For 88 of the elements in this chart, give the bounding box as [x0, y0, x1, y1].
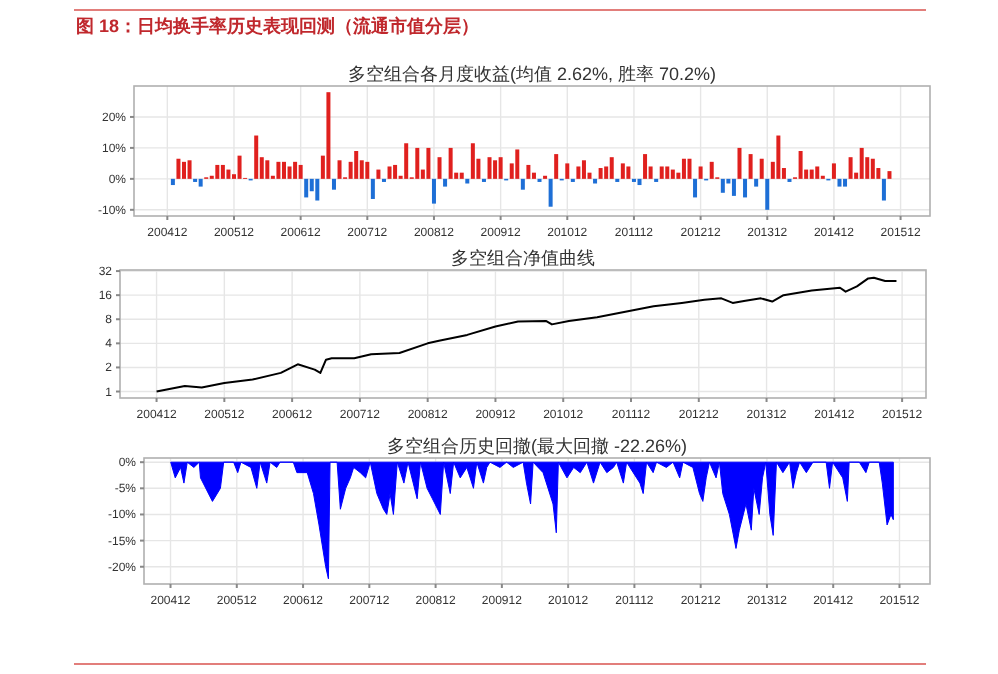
bar: [665, 166, 670, 179]
bar: [720, 178, 725, 193]
bar: [515, 149, 520, 179]
bar: [831, 163, 836, 179]
bar: [870, 158, 875, 179]
bar: [226, 169, 231, 179]
bar: [393, 164, 398, 179]
bar: [293, 161, 298, 179]
bar: [315, 178, 320, 201]
bar: [554, 154, 559, 179]
bar: [520, 178, 525, 190]
bar: [281, 161, 286, 179]
chart-title: 多空组合各月度收益(均值 2.62%, 胜率 70.2%): [347, 64, 717, 84]
bar: [304, 178, 309, 198]
bar: [220, 164, 225, 179]
bar: [754, 178, 759, 187]
bar: [637, 178, 642, 186]
bar: [415, 147, 420, 179]
bar: [431, 178, 436, 204]
bar: [265, 160, 270, 179]
bar: [215, 164, 220, 179]
chart-title: 多空组合净值曲线: [451, 248, 595, 268]
bar: [531, 172, 536, 179]
bar: [426, 147, 431, 179]
bar: [737, 147, 742, 179]
bar: [593, 178, 598, 184]
bar: [459, 172, 464, 179]
caption: 图 18：日均换手率历史表现回测（流通市值分层）: [76, 16, 480, 36]
bar: [881, 178, 886, 201]
bar: [331, 178, 336, 190]
bar: [565, 163, 570, 179]
bar: [798, 151, 803, 179]
bar: [526, 164, 531, 179]
chart-title: 多空组合历史回撤(最大回撤 -22.26%): [386, 436, 688, 456]
bar: [681, 158, 686, 179]
bar: [487, 157, 492, 179]
bar: [404, 143, 409, 179]
bar: [437, 157, 442, 179]
bar: [170, 178, 175, 186]
bar: [609, 157, 614, 179]
bar: [843, 178, 848, 187]
bar: [837, 178, 842, 187]
bar: [759, 158, 764, 179]
bar: [731, 178, 736, 196]
bar: [670, 169, 675, 179]
bar: [809, 169, 814, 179]
bar: [287, 166, 292, 179]
bar: [581, 160, 586, 179]
bar: [176, 158, 181, 179]
bar: [465, 178, 470, 184]
bar: [376, 169, 381, 179]
bar: [848, 157, 853, 179]
bar: [748, 154, 753, 179]
bar: [354, 151, 359, 179]
bar: [887, 171, 892, 179]
bar: [815, 166, 820, 179]
bar: [443, 178, 448, 187]
bar: [470, 143, 475, 179]
bar: [276, 161, 281, 179]
bar: [326, 92, 331, 179]
bar: [498, 157, 503, 179]
bar: [743, 178, 748, 198]
bar: [859, 147, 864, 179]
bar: [548, 178, 553, 207]
bar: [698, 166, 703, 179]
bar: [626, 166, 631, 179]
bar: [365, 161, 370, 179]
bar: [709, 161, 714, 179]
bar: [337, 160, 342, 179]
bar: [187, 160, 192, 179]
bar: [387, 166, 392, 179]
bar: [298, 164, 303, 179]
bar: [620, 163, 625, 179]
bar: [693, 178, 698, 198]
bar: [776, 135, 781, 179]
bar: [659, 166, 664, 179]
bar: [643, 154, 648, 179]
bar: [198, 178, 203, 187]
bar: [181, 161, 186, 179]
bar: [448, 147, 453, 179]
bar: [237, 155, 242, 179]
bar: [598, 168, 603, 179]
bar: [687, 158, 692, 179]
bar: [576, 166, 581, 179]
line-series: [155, 276, 898, 393]
bar: [493, 160, 498, 179]
bar: [765, 178, 770, 210]
bar: [370, 178, 375, 199]
